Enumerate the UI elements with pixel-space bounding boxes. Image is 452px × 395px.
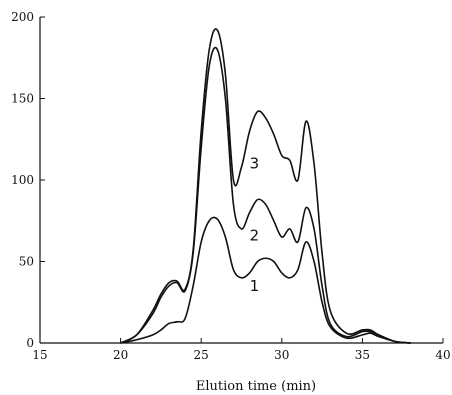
y-ticks: 0 50 100 150 200 [11, 10, 45, 350]
series-curves [120, 28, 411, 344]
series-line-2 [120, 46, 411, 344]
x-tick-label: 35 [355, 348, 370, 362]
axes [39, 17, 443, 344]
series-line-3 [120, 28, 411, 344]
series-label-3: 3 [250, 155, 260, 173]
x-tick-label: 40 [435, 348, 450, 362]
y-tick-label: 200 [11, 10, 34, 24]
y-tick-label: 150 [11, 92, 34, 106]
x-axis-label: Elution time (min) [196, 379, 316, 394]
series-label-1: 1 [250, 277, 260, 295]
series-labels: 1 2 3 [250, 155, 260, 295]
series-label-2: 2 [250, 226, 260, 244]
series-line-1 [120, 216, 411, 344]
x-tick-label: 20 [113, 348, 128, 362]
y-tick-label: 0 [26, 336, 34, 350]
x-ticks: 15 20 25 30 35 40 [32, 338, 451, 362]
x-tick-label: 25 [194, 348, 209, 362]
y-tick-label: 100 [11, 173, 34, 187]
y-tick-label: 50 [19, 255, 34, 269]
x-tick-label: 30 [274, 348, 289, 362]
x-tick-label: 15 [32, 348, 47, 362]
